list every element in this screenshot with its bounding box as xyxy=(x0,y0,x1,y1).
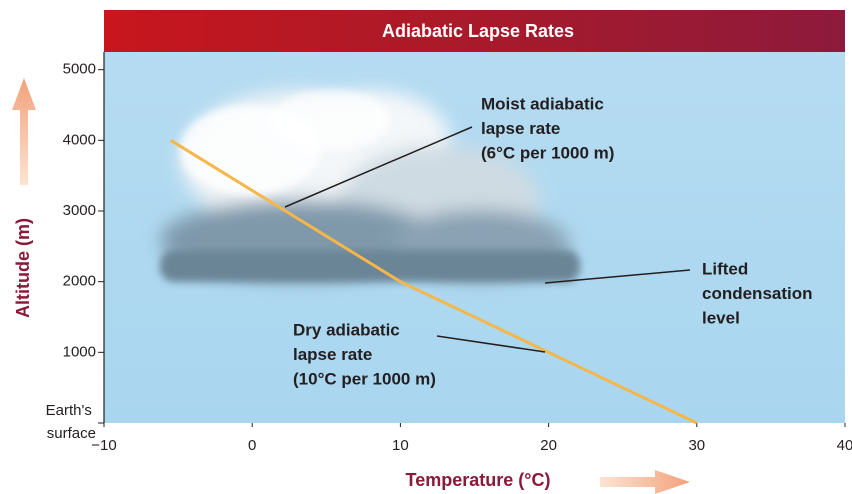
y-arrow xyxy=(12,78,36,185)
y-tick-label: 4000 xyxy=(63,131,96,148)
annotation: Moist adiabatic xyxy=(481,94,604,113)
line-series xyxy=(169,139,698,425)
title-banner xyxy=(104,10,845,52)
annotation: lapse rate xyxy=(293,345,372,364)
x-tick-label: −10 xyxy=(91,437,116,454)
x-arrow xyxy=(600,470,690,494)
annotation: lapse rate xyxy=(481,119,560,138)
annotation: condensation xyxy=(702,284,813,303)
y-tick-label: Earth's surface xyxy=(46,402,96,442)
annotation: level xyxy=(702,308,740,327)
x-tick-label: 30 xyxy=(688,437,705,454)
x-tick-label: 40 xyxy=(837,437,852,454)
x-tick-label: 10 xyxy=(392,437,409,454)
leader-line xyxy=(544,269,691,284)
y-tick-label: 3000 xyxy=(63,202,96,219)
annotation: (6°C per 1000 m) xyxy=(481,143,614,162)
y-tick-label: 1000 xyxy=(63,343,96,360)
annotation: (10°C per 1000 m) xyxy=(293,369,436,388)
annotation: Lifted xyxy=(702,259,748,278)
leader-line xyxy=(436,335,546,353)
y-tick-label: 2000 xyxy=(63,273,96,290)
leader-line xyxy=(284,126,473,208)
x-tick-label: 20 xyxy=(540,437,557,454)
y-axis-label: Altitude (m) xyxy=(13,218,33,318)
y-tick-label: 5000 xyxy=(63,61,96,78)
cloud xyxy=(160,90,580,282)
x-axis-label: Temperature (°C) xyxy=(406,470,551,490)
chart-title: Adiabatic Lapse Rates xyxy=(382,21,574,41)
annotation: Dry adiabatic xyxy=(293,320,400,339)
x-tick-label: 0 xyxy=(248,437,256,454)
